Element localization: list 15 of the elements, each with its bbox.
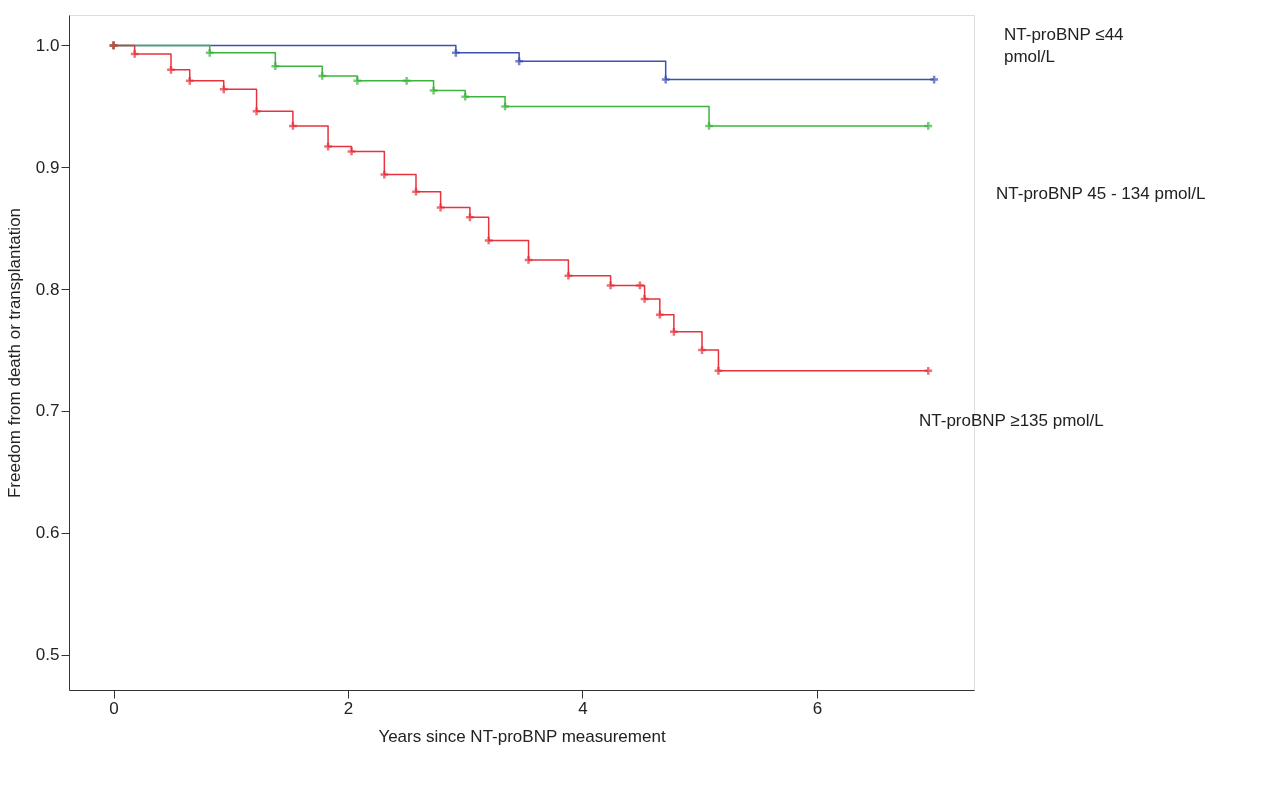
text: NT-proBNP ≤44 pmol/L bbox=[1004, 24, 1124, 66]
x-tick-label: 0 bbox=[109, 698, 119, 718]
x-tick-label: 2 bbox=[343, 698, 354, 718]
text: NT-proBNP ≥135 pmol/L bbox=[919, 410, 1104, 430]
x-axis-title: Years since NT-proBNP measurement bbox=[378, 726, 666, 746]
text: NT-proBNP 45 - 134 pmol/L bbox=[996, 183, 1206, 203]
x-tick-label: 6 bbox=[812, 698, 823, 718]
y-tick-label: 0.8 bbox=[35, 279, 60, 299]
y-tick-label: 0.9 bbox=[35, 157, 60, 177]
y-tick-label: 0.7 bbox=[35, 401, 60, 421]
y-tick-label: 0.6 bbox=[35, 523, 60, 543]
y-tick-label: 1.0 bbox=[35, 35, 60, 55]
x-tick-label: 4 bbox=[578, 698, 588, 718]
y-tick-label: 0.5 bbox=[35, 645, 60, 665]
y-axis-title: Freedom from death or transplantation bbox=[4, 207, 24, 499]
